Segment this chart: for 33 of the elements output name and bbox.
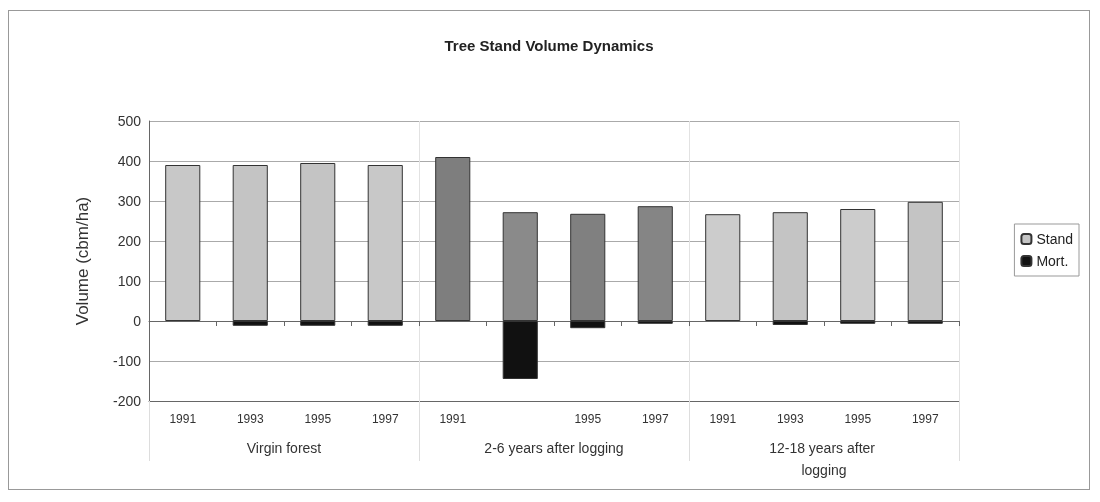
bar [772, 212, 808, 321]
x-tick-label: 1991 [169, 412, 197, 426]
bar [907, 201, 943, 321]
x-tick-label: 1997 [911, 412, 939, 426]
text: Virgin forest [246, 440, 322, 456]
x-tick-label: 1995 [844, 412, 872, 426]
legend-label: Stand [1036, 231, 1074, 247]
bar [705, 214, 741, 321]
bar [840, 209, 876, 321]
x-tick-label: 1997 [641, 412, 669, 426]
y-tick-label: 500 [117, 113, 142, 129]
x-tick-label: 1997 [371, 412, 399, 426]
y-tick-label: 300 [117, 193, 142, 209]
text: 12-18 years after logging [769, 440, 879, 478]
bar [165, 165, 201, 321]
text: 2-6 years after logging [484, 440, 624, 456]
y-tick-label: 100 [117, 273, 142, 289]
y-tick-label: -100 [112, 353, 142, 369]
x-tick-label: 1993 [776, 412, 804, 426]
x-tick-label: 1991 [709, 412, 737, 426]
y-tick-label: 0 [133, 313, 142, 329]
x-tick-label: 1995 [574, 412, 602, 426]
chart-title: Tree Stand Volume Dynamics [444, 37, 654, 54]
y-tick-label: 200 [117, 233, 142, 249]
y-tick-label: -200 [112, 393, 142, 409]
legend-label: Mort. [1036, 253, 1069, 269]
bar [435, 157, 471, 321]
y-tick-label: 400 [117, 153, 142, 169]
x-tick-label: 1995 [304, 412, 332, 426]
bar [637, 206, 673, 321]
x-tick-label: 1991 [439, 412, 467, 426]
y-axis-title: Volume (cbm/ha) [73, 196, 92, 326]
x-tick-label: 1993 [236, 412, 264, 426]
